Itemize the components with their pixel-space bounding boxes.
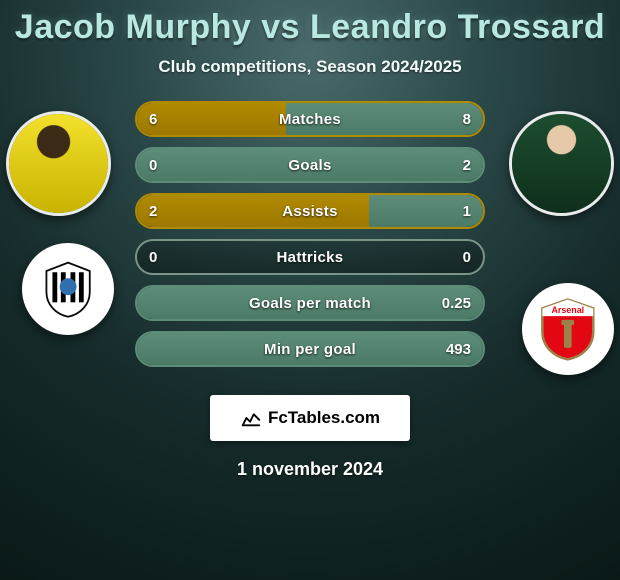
- comparison-card: Jacob Murphy vs Leandro Trossard Club co…: [0, 0, 620, 580]
- player2-avatar-placeholder: [512, 114, 611, 213]
- player2-name: Leandro Trossard: [310, 8, 605, 46]
- stat-label: Goals per match: [135, 285, 485, 321]
- player1-name: Jacob Murphy: [15, 8, 251, 46]
- stat-label: Matches: [135, 101, 485, 137]
- stat-label: Assists: [135, 193, 485, 229]
- newcastle-crest-icon: [38, 259, 98, 319]
- player2-club-badge: Arsenal: [522, 283, 614, 375]
- stat-bars: 68Matches 02Goals 21Assists 00Hattricks 0.25…: [135, 101, 485, 377]
- stats-stage: Arsenal 68Matches 02Goals 21Assists 00Hattr…: [0, 101, 620, 381]
- svg-text:Arsenal: Arsenal: [552, 305, 585, 315]
- player2-avatar: [509, 111, 614, 216]
- stat-label: Min per goal: [135, 331, 485, 367]
- date-text: 1 november 2024: [0, 459, 620, 480]
- player1-club-badge: [22, 243, 114, 335]
- brand-text: FcTables.com: [268, 408, 380, 428]
- fctables-logo-icon: [240, 407, 262, 429]
- stat-row: 00Hattricks: [135, 239, 485, 275]
- stat-label: Goals: [135, 147, 485, 183]
- stat-row: 493Min per goal: [135, 331, 485, 367]
- stat-row: 21Assists: [135, 193, 485, 229]
- stat-label: Hattricks: [135, 239, 485, 275]
- player1-avatar-placeholder: [9, 114, 108, 213]
- subtitle: Club competitions, Season 2024/2025: [0, 57, 620, 77]
- stat-row: 68Matches: [135, 101, 485, 137]
- stat-row: 0.25Goals per match: [135, 285, 485, 321]
- brand-badge: FcTables.com: [210, 395, 410, 441]
- vs-separator: vs: [261, 8, 300, 46]
- headline: Jacob Murphy vs Leandro Trossard: [0, 8, 620, 47]
- arsenal-crest-icon: Arsenal: [536, 297, 600, 361]
- player1-avatar: [6, 111, 111, 216]
- stat-row: 02Goals: [135, 147, 485, 183]
